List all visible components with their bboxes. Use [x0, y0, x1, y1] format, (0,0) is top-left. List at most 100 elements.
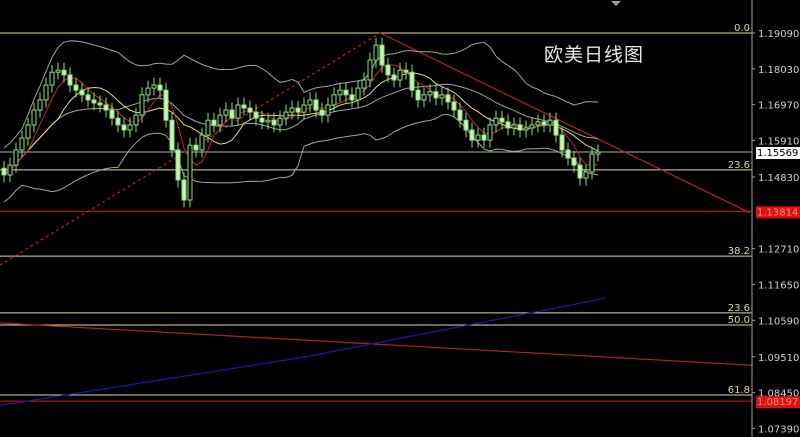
price-axis-label: 1.14830	[758, 173, 799, 184]
price-axis-label: 1.16970	[758, 101, 799, 112]
candle-body	[79, 89, 85, 96]
candle-body	[469, 129, 475, 141]
candle-body	[445, 94, 451, 103]
candle-body	[1, 167, 7, 176]
chart-title: 欧美日线图	[544, 44, 645, 66]
price-line-label-bg	[756, 206, 800, 219]
candle-body	[247, 107, 253, 113]
price-axis-label: 1.15910	[758, 136, 799, 147]
candle-body	[457, 109, 463, 121]
candle-body	[487, 124, 493, 141]
candle-body	[25, 124, 31, 139]
candle-body	[145, 87, 151, 96]
price-axis-label: 1.19090	[758, 29, 799, 40]
candle-body	[325, 104, 331, 116]
candle-body	[565, 149, 571, 159]
candle-body	[547, 119, 553, 126]
candle-body	[115, 117, 121, 126]
candle-body	[181, 179, 187, 201]
candle-body	[37, 99, 43, 111]
candle-body	[193, 144, 199, 151]
candle-body	[583, 171, 589, 179]
fib-level-label: 23.6	[728, 160, 750, 171]
price-axis-label: 1.08450	[758, 389, 799, 400]
candle-body	[367, 59, 373, 81]
candle-body	[163, 89, 169, 121]
candle-body	[229, 109, 235, 119]
candle-body	[67, 74, 73, 86]
candle-body	[235, 104, 241, 119]
moving-average-fast	[3, 64, 599, 176]
candle-body	[559, 134, 565, 151]
candle-body	[133, 114, 139, 126]
long-moving-average	[0, 297, 606, 406]
candle-body	[97, 102, 103, 106]
candle-body	[265, 119, 271, 123]
candle-body	[373, 44, 379, 61]
candle-body	[103, 104, 109, 111]
candle-body	[427, 91, 433, 96]
candle-body	[595, 151, 601, 155]
candle-body	[13, 149, 19, 166]
price-axis-label: 1.09510	[758, 353, 799, 364]
candle-body	[415, 89, 421, 101]
candle-body	[301, 104, 307, 113]
candle-body	[505, 121, 511, 129]
current-price-label: 1.15569	[757, 148, 798, 159]
price-axis-label: 1.10590	[758, 316, 799, 327]
candle-body	[271, 119, 277, 126]
moving-average-slow	[3, 72, 599, 176]
candle-body	[241, 104, 247, 109]
candle-body	[109, 109, 115, 119]
candle-body	[493, 117, 499, 126]
fib-level-label: 50.0	[728, 315, 750, 326]
candle-body	[535, 121, 541, 126]
candle-body	[481, 134, 487, 141]
candle-body	[277, 117, 283, 126]
candle-body	[571, 157, 577, 166]
candle-body	[331, 94, 337, 106]
trendline	[0, 322, 800, 369]
candle-body	[19, 137, 25, 151]
candle-body	[343, 89, 349, 96]
candle-body	[157, 84, 163, 91]
candle-body	[385, 64, 391, 76]
candle-body	[517, 124, 523, 131]
bollinger-middle	[3, 83, 599, 176]
price-line-label-bg	[756, 396, 800, 409]
fib-level-label: 61.8	[728, 385, 750, 396]
price-axis-background	[753, 0, 800, 437]
candle-body	[217, 114, 223, 126]
candle-body	[541, 121, 547, 126]
candle-body	[175, 149, 181, 181]
candle-body	[499, 117, 505, 123]
candle-body	[403, 69, 409, 73]
candle-body	[121, 124, 127, 131]
candle-body	[151, 84, 157, 89]
candle-body	[55, 69, 61, 73]
candle-body	[31, 109, 37, 126]
price-axis-label: 1.12710	[758, 245, 799, 256]
candle-body	[577, 164, 583, 179]
candle-body	[49, 71, 55, 86]
candle-body	[307, 99, 313, 106]
candle-body	[289, 107, 295, 113]
bollinger-upper	[3, 40, 599, 149]
candle-body	[73, 84, 79, 91]
candle-body	[205, 119, 211, 136]
candle-body	[223, 109, 229, 116]
candle-body	[211, 119, 217, 126]
candle-body	[199, 134, 205, 151]
candle-body	[283, 111, 289, 119]
price-line-label: 1.13814	[757, 207, 798, 218]
candle-body	[169, 119, 175, 151]
price-axis-label: 1.18030	[758, 65, 799, 76]
candle-body	[127, 124, 133, 131]
candle-body	[379, 44, 385, 66]
price-axis-label: 1.11650	[758, 280, 799, 291]
candle-body	[259, 117, 265, 123]
candle-body	[475, 134, 481, 141]
candle-body	[439, 94, 445, 99]
